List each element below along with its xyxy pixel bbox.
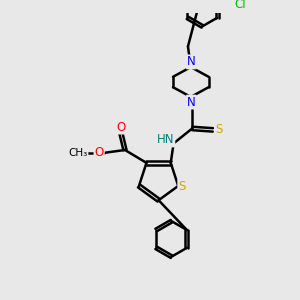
Text: S: S xyxy=(215,123,222,136)
Text: O: O xyxy=(116,121,125,134)
Text: N: N xyxy=(187,96,196,109)
Text: O: O xyxy=(94,146,104,159)
Text: N: N xyxy=(187,56,196,68)
Text: CH₃: CH₃ xyxy=(68,148,88,158)
Text: HN: HN xyxy=(157,134,174,146)
Text: S: S xyxy=(178,180,186,193)
Text: Cl: Cl xyxy=(234,0,246,11)
